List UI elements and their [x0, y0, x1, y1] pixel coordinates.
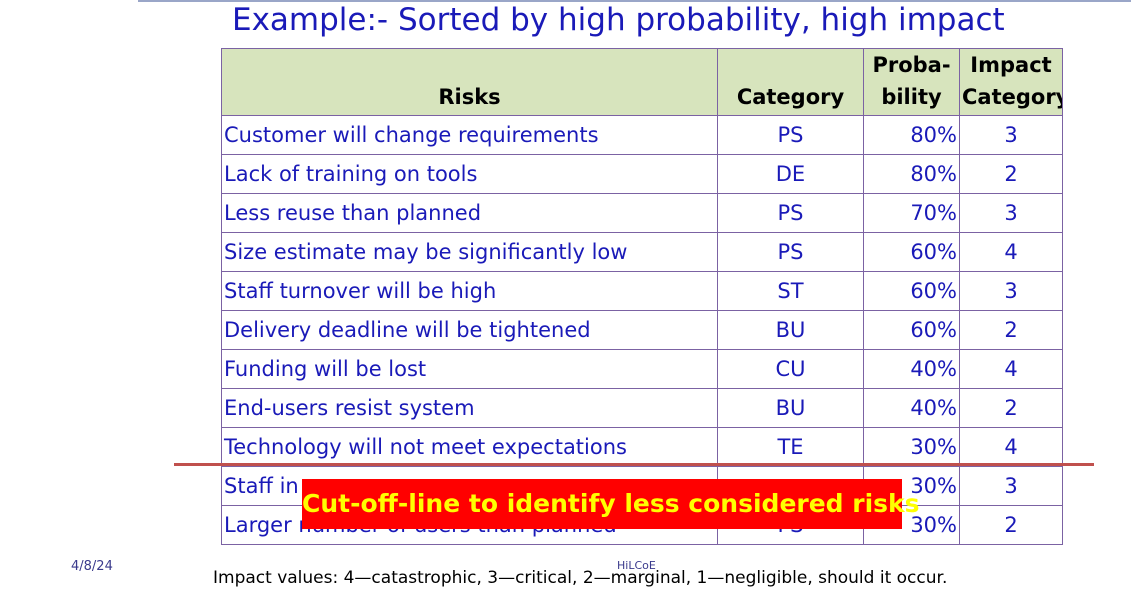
- header-category: Category: [717, 48, 864, 116]
- impact-cell: 2: [959, 154, 1063, 194]
- impact-cell: 2: [959, 310, 1063, 350]
- impact-cell: 2: [959, 388, 1063, 428]
- table-row: Staff turnover will be high ST 60% 3: [221, 271, 1063, 311]
- probability-cell: 40%: [863, 388, 960, 428]
- category-cell: PS: [717, 115, 864, 155]
- header-impact: Impact Category: [959, 48, 1063, 116]
- slide-date: 4/8/24: [71, 559, 113, 574]
- category-cell: BU: [717, 388, 864, 428]
- impact-cell: 4: [959, 427, 1063, 467]
- slide-title: Example:- Sorted by high probability, hi…: [232, 2, 1005, 38]
- header-probability: Proba- bility: [863, 48, 960, 116]
- header-probability-line2: bility: [881, 85, 942, 109]
- risk-cell: Size estimate may be significantly low: [221, 232, 718, 272]
- category-cell: DE: [717, 154, 864, 194]
- table-row: Funding will be lost CU 40% 4: [221, 349, 1063, 389]
- category-cell: BU: [717, 310, 864, 350]
- table-row: Delivery deadline will be tightened BU 60%…: [221, 310, 1063, 350]
- impact-cell: 3: [959, 466, 1063, 506]
- impact-cell: 3: [959, 271, 1063, 311]
- risk-cell: Customer will change requirements: [221, 115, 718, 155]
- risk-cell: End-users resist system: [221, 388, 718, 428]
- cutoff-line: [174, 463, 1094, 466]
- table-row: Less reuse than planned PS 70% 3: [221, 193, 1063, 233]
- impact-cell: 4: [959, 349, 1063, 389]
- risk-cell: Lack of training on tools: [221, 154, 718, 194]
- impact-cell: 2: [959, 505, 1063, 545]
- risk-cell: Staff turnover will be high: [221, 271, 718, 311]
- probability-cell: 60%: [863, 310, 960, 350]
- header-impact-line1: Impact: [970, 53, 1052, 77]
- table-header-row: Risks Category Proba- bility Impact Cate…: [221, 48, 1063, 116]
- probability-cell: 60%: [863, 232, 960, 272]
- table-row: Customer will change requirements PS 80% 3: [221, 115, 1063, 155]
- probability-cell: 80%: [863, 154, 960, 194]
- category-cell: PS: [717, 232, 864, 272]
- category-cell: ST: [717, 271, 864, 311]
- probability-cell: 80%: [863, 115, 960, 155]
- header-impact-line2: Category: [962, 85, 1063, 109]
- top-divider: [138, 0, 1131, 2]
- header-risks: Risks: [221, 48, 718, 116]
- probability-cell: 40%: [863, 349, 960, 389]
- table-row: End-users resist system BU 40% 2: [221, 388, 1063, 428]
- table-row: Size estimate may be significantly low PS…: [221, 232, 1063, 272]
- probability-cell: 60%: [863, 271, 960, 311]
- impact-cell: 3: [959, 115, 1063, 155]
- risk-cell: Less reuse than planned: [221, 193, 718, 233]
- impact-footnote: Impact values: 4—catastrophic, 3—critica…: [213, 568, 948, 588]
- probability-cell: 30%: [863, 505, 960, 545]
- table-row: Technology will not meet expectations TE 3…: [221, 427, 1063, 467]
- category-cell: PS: [717, 193, 864, 233]
- table-row: Lack of training on tools DE 80% 2: [221, 154, 1063, 194]
- risk-cell: Delivery deadline will be tightened: [221, 310, 718, 350]
- risk-cell: Funding will be lost: [221, 349, 718, 389]
- probability-cell: 70%: [863, 193, 960, 233]
- risk-cell: Technology will not meet expectations: [221, 427, 718, 467]
- risk-table: Risks Category Proba- bility Impact Cate…: [221, 48, 1063, 545]
- impact-cell: 4: [959, 232, 1063, 272]
- category-cell: CU: [717, 349, 864, 389]
- header-probability-line1: Proba-: [872, 53, 951, 77]
- category-cell: TE: [717, 427, 864, 467]
- probability-cell: 30%: [863, 427, 960, 467]
- cutoff-label: Cut-off-line to identify less considered…: [302, 479, 920, 529]
- impact-cell: 3: [959, 193, 1063, 233]
- footer-org: HiLCoE: [617, 559, 656, 572]
